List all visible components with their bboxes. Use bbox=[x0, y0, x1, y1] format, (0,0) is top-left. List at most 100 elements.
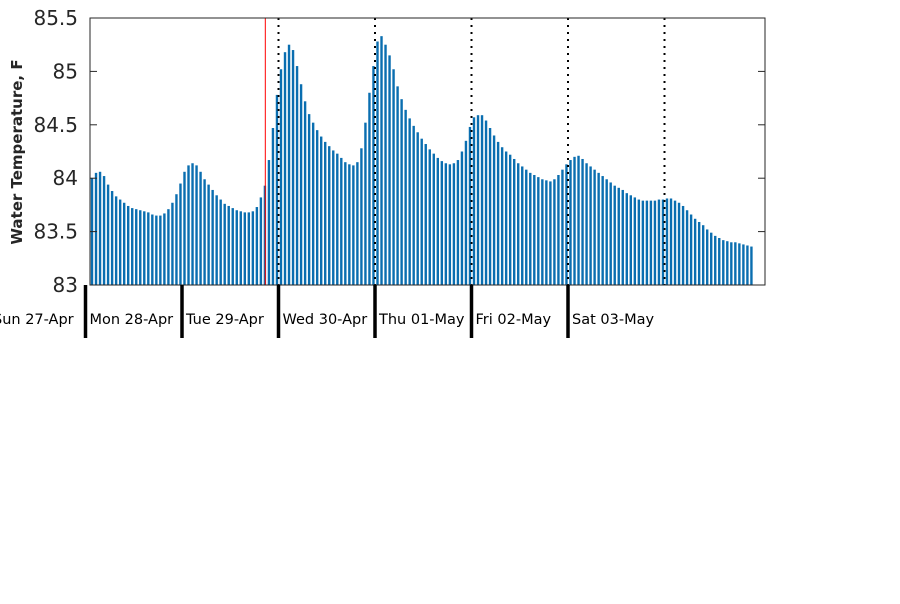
bar bbox=[468, 126, 472, 285]
bar bbox=[500, 147, 504, 285]
bar bbox=[480, 115, 484, 285]
bar bbox=[376, 41, 379, 285]
bar bbox=[287, 44, 291, 286]
y-tick-label: 84.5 bbox=[33, 113, 78, 137]
bar bbox=[408, 118, 411, 285]
bar bbox=[175, 194, 178, 285]
y-tick-label: 83 bbox=[53, 273, 78, 297]
bar bbox=[416, 132, 419, 285]
bar bbox=[750, 246, 753, 285]
bar bbox=[537, 177, 540, 285]
bar bbox=[324, 141, 327, 285]
bar bbox=[235, 210, 238, 285]
bar bbox=[159, 215, 162, 285]
bar bbox=[275, 94, 279, 286]
bar bbox=[271, 128, 275, 285]
bar bbox=[183, 171, 186, 285]
x-axis: Sun 27-Apr Mon 28-Apr Tue 29-Apr Wed 30-Apr… bbox=[0, 285, 654, 338]
y-tick-label: 85.5 bbox=[33, 6, 78, 30]
bar bbox=[328, 146, 331, 285]
day-label: Tue 29-Apr bbox=[185, 312, 264, 328]
bar bbox=[131, 208, 134, 285]
bar bbox=[299, 84, 303, 285]
bar bbox=[110, 191, 114, 285]
plot-frame bbox=[89, 17, 766, 286]
bar bbox=[118, 199, 122, 285]
bar bbox=[227, 205, 230, 285]
bar bbox=[283, 52, 287, 286]
bar bbox=[444, 163, 448, 285]
bar bbox=[726, 241, 729, 285]
bar bbox=[179, 183, 182, 285]
bar bbox=[247, 212, 251, 285]
bar bbox=[561, 169, 564, 285]
bar bbox=[710, 232, 713, 285]
bar bbox=[388, 55, 391, 285]
bar bbox=[697, 221, 701, 285]
bar bbox=[605, 179, 608, 285]
bar bbox=[496, 141, 500, 285]
day-label: Sun 27-Apr bbox=[0, 312, 74, 328]
bar bbox=[187, 165, 190, 285]
bar bbox=[291, 50, 295, 285]
bar bbox=[734, 242, 737, 285]
bar bbox=[597, 172, 600, 285]
bar bbox=[581, 158, 584, 285]
bar bbox=[488, 128, 492, 285]
day-label: Thu 01-May bbox=[378, 312, 465, 328]
y-tick-label: 85 bbox=[53, 59, 78, 83]
bar bbox=[706, 229, 709, 285]
bar bbox=[722, 240, 725, 285]
bar bbox=[504, 151, 508, 285]
bar bbox=[352, 165, 355, 285]
bar bbox=[589, 166, 592, 285]
bar bbox=[231, 208, 234, 285]
bar bbox=[637, 199, 641, 285]
bar bbox=[645, 200, 649, 285]
bar bbox=[573, 156, 576, 285]
overlay-layer bbox=[89, 17, 766, 286]
bar bbox=[625, 193, 628, 285]
bar bbox=[199, 171, 202, 285]
bar bbox=[106, 184, 110, 285]
bar bbox=[396, 86, 399, 285]
bar bbox=[139, 210, 142, 285]
bar bbox=[693, 218, 697, 285]
bar bbox=[621, 189, 624, 285]
bar bbox=[251, 211, 255, 285]
bar bbox=[529, 172, 532, 285]
bar bbox=[307, 114, 311, 286]
bar bbox=[617, 187, 620, 285]
bar bbox=[549, 181, 552, 285]
bar bbox=[472, 117, 476, 285]
bar bbox=[404, 109, 407, 285]
bar bbox=[585, 163, 588, 285]
bar bbox=[452, 163, 456, 285]
day-label: Wed 30-Apr bbox=[283, 312, 368, 328]
bar bbox=[689, 214, 693, 285]
bar bbox=[340, 157, 343, 285]
bar bbox=[303, 101, 307, 285]
bar bbox=[681, 205, 685, 285]
bar bbox=[332, 150, 335, 285]
bar bbox=[521, 166, 524, 285]
bar bbox=[223, 203, 226, 285]
bar bbox=[738, 243, 741, 285]
bar bbox=[533, 175, 536, 285]
bar bbox=[577, 155, 580, 285]
bar bbox=[211, 189, 214, 285]
bar bbox=[215, 195, 218, 285]
bar bbox=[448, 164, 452, 285]
bar bbox=[191, 163, 194, 285]
bar bbox=[102, 176, 106, 285]
bar bbox=[456, 160, 460, 285]
bar bbox=[746, 245, 749, 285]
bar bbox=[360, 148, 363, 285]
bar bbox=[163, 213, 166, 285]
bar bbox=[412, 125, 415, 286]
bar bbox=[279, 69, 283, 285]
bar bbox=[653, 200, 657, 285]
bar bbox=[384, 44, 387, 286]
